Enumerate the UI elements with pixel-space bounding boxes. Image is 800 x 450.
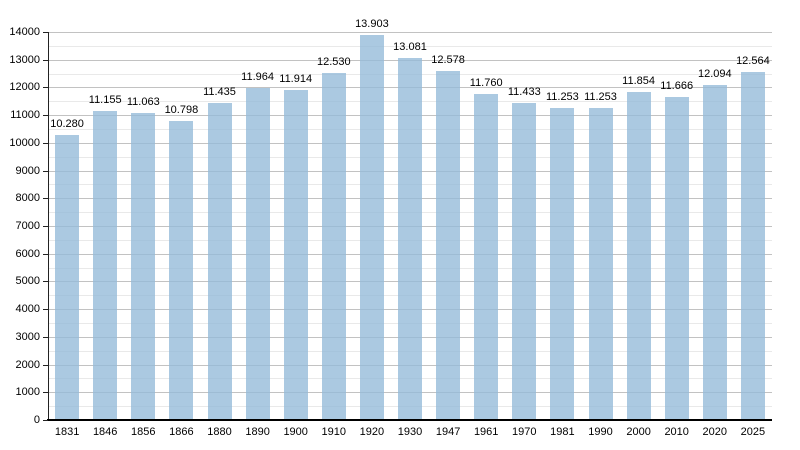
bar-value-label: 13.081 xyxy=(393,40,427,53)
y-axis-label: 10000 xyxy=(9,136,40,149)
bar-2025 xyxy=(740,71,765,420)
bar-1856 xyxy=(131,113,156,420)
x-axis-label: 1831 xyxy=(54,426,80,438)
bar-value-label: 11.433 xyxy=(507,86,541,99)
y-axis-tick xyxy=(43,336,48,338)
y-axis-label: 13000 xyxy=(9,53,40,66)
y-axis-tick xyxy=(43,198,48,200)
x-axis-label: 1910 xyxy=(321,426,347,438)
y-axis-label: 6000 xyxy=(15,247,40,260)
y-axis-label: 2000 xyxy=(15,358,40,371)
y-axis-label: 5000 xyxy=(15,275,40,288)
bar-value-label: 12.094 xyxy=(697,67,732,80)
y-axis-label: 0 xyxy=(33,414,40,426)
bar-value-label: 10.280 xyxy=(50,118,84,131)
bar-value-label: 11.253 xyxy=(545,91,579,104)
bar-value-label: 12.564 xyxy=(736,54,770,67)
x-axis-label: 1930 xyxy=(397,426,423,438)
x-axis-line xyxy=(47,419,772,421)
y-axis-tick xyxy=(43,32,48,33)
bar-2020 xyxy=(702,84,727,420)
bar-1846 xyxy=(93,110,118,420)
bar-1947 xyxy=(436,71,461,420)
bar-value-label: 11.435 xyxy=(203,86,236,99)
x-axis-label: 1856 xyxy=(131,426,156,438)
bar-value-label: 11.666 xyxy=(660,79,694,92)
bar-1890 xyxy=(245,88,270,420)
bar-value-label: 11.760 xyxy=(469,77,503,90)
x-axis-label: 1920 xyxy=(359,426,385,438)
bar-value-label: 13.903 xyxy=(355,17,389,30)
y-axis-tick xyxy=(43,309,48,311)
bar-1910 xyxy=(321,72,346,420)
bar-value-label: 11.063 xyxy=(126,96,160,109)
y-axis-line xyxy=(48,32,49,420)
bar-2000 xyxy=(626,91,651,420)
bar-value-label: 12.578 xyxy=(431,54,465,67)
bar-value-label: 10.798 xyxy=(164,103,199,116)
y-axis-label: 4000 xyxy=(15,303,40,316)
bar-1990 xyxy=(588,108,613,420)
x-axis-label: 1970 xyxy=(512,426,537,438)
y-axis-label: 1000 xyxy=(15,386,40,399)
x-axis-label: 2025 xyxy=(740,426,766,438)
y-axis-label: 7000 xyxy=(15,220,40,232)
y-axis-label: 14000 xyxy=(9,26,40,38)
y-axis-tick xyxy=(43,420,48,421)
x-axis-label: 1900 xyxy=(283,426,308,438)
y-axis-tick xyxy=(43,253,48,255)
bar-1866 xyxy=(169,120,194,420)
x-axis-label: 1981 xyxy=(550,426,575,438)
y-axis-tick xyxy=(43,226,48,227)
y-axis-tick xyxy=(43,170,48,172)
major-gridline xyxy=(48,32,772,33)
bar-1831 xyxy=(55,135,80,420)
y-axis-label: 12000 xyxy=(9,81,40,94)
bar-2010 xyxy=(664,96,689,420)
x-axis-label: 2000 xyxy=(626,426,651,438)
bar-value-label: 11.155 xyxy=(88,93,122,106)
y-axis-tick xyxy=(43,59,48,61)
bar-value-label: 11.854 xyxy=(622,74,655,87)
bar-value-label: 12.530 xyxy=(316,55,351,68)
bar-1880 xyxy=(207,103,232,420)
y-axis-label: 11000 xyxy=(10,109,40,122)
y-axis-label: 3000 xyxy=(15,330,40,343)
bar-1930 xyxy=(398,57,422,420)
x-axis-label: 1846 xyxy=(92,426,118,438)
x-axis-label: 1961 xyxy=(473,426,499,438)
y-axis-tick xyxy=(43,281,48,283)
bar-1970 xyxy=(512,103,537,420)
bar-value-label: 11.914 xyxy=(279,72,313,85)
x-axis-label: 1880 xyxy=(207,426,232,438)
minor-gridline xyxy=(48,45,772,47)
y-axis-tick xyxy=(43,87,48,89)
bar-value-label: 11.253 xyxy=(584,91,617,104)
y-axis-label: 9000 xyxy=(15,164,40,177)
bar-1920 xyxy=(359,34,384,420)
x-axis-label: 1890 xyxy=(245,426,270,438)
x-axis-label: 1866 xyxy=(169,426,194,438)
plot-area xyxy=(47,32,772,421)
bar-1900 xyxy=(283,89,308,420)
x-axis-label: 1990 xyxy=(588,426,613,438)
x-axis-label: 2020 xyxy=(702,426,728,438)
bar-value-label: 11.964 xyxy=(241,71,274,84)
y-axis-tick xyxy=(43,142,48,144)
bar-1981 xyxy=(550,108,575,420)
x-axis-label: 1947 xyxy=(435,426,461,438)
x-axis-label: 2010 xyxy=(664,426,689,438)
y-axis-tick xyxy=(43,364,48,366)
y-axis-tick xyxy=(43,392,48,394)
bar-1961 xyxy=(474,94,499,420)
y-axis-tick xyxy=(43,115,48,117)
y-axis-label: 8000 xyxy=(15,192,40,205)
